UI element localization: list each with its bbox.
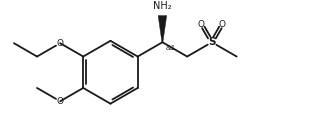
Text: O: O	[57, 97, 64, 106]
Text: O: O	[57, 39, 64, 48]
Text: O: O	[198, 20, 205, 29]
Text: &1: &1	[165, 45, 175, 51]
Text: S: S	[208, 37, 216, 47]
Text: O: O	[219, 20, 226, 29]
Polygon shape	[158, 16, 167, 42]
Text: NH₂: NH₂	[153, 1, 172, 11]
